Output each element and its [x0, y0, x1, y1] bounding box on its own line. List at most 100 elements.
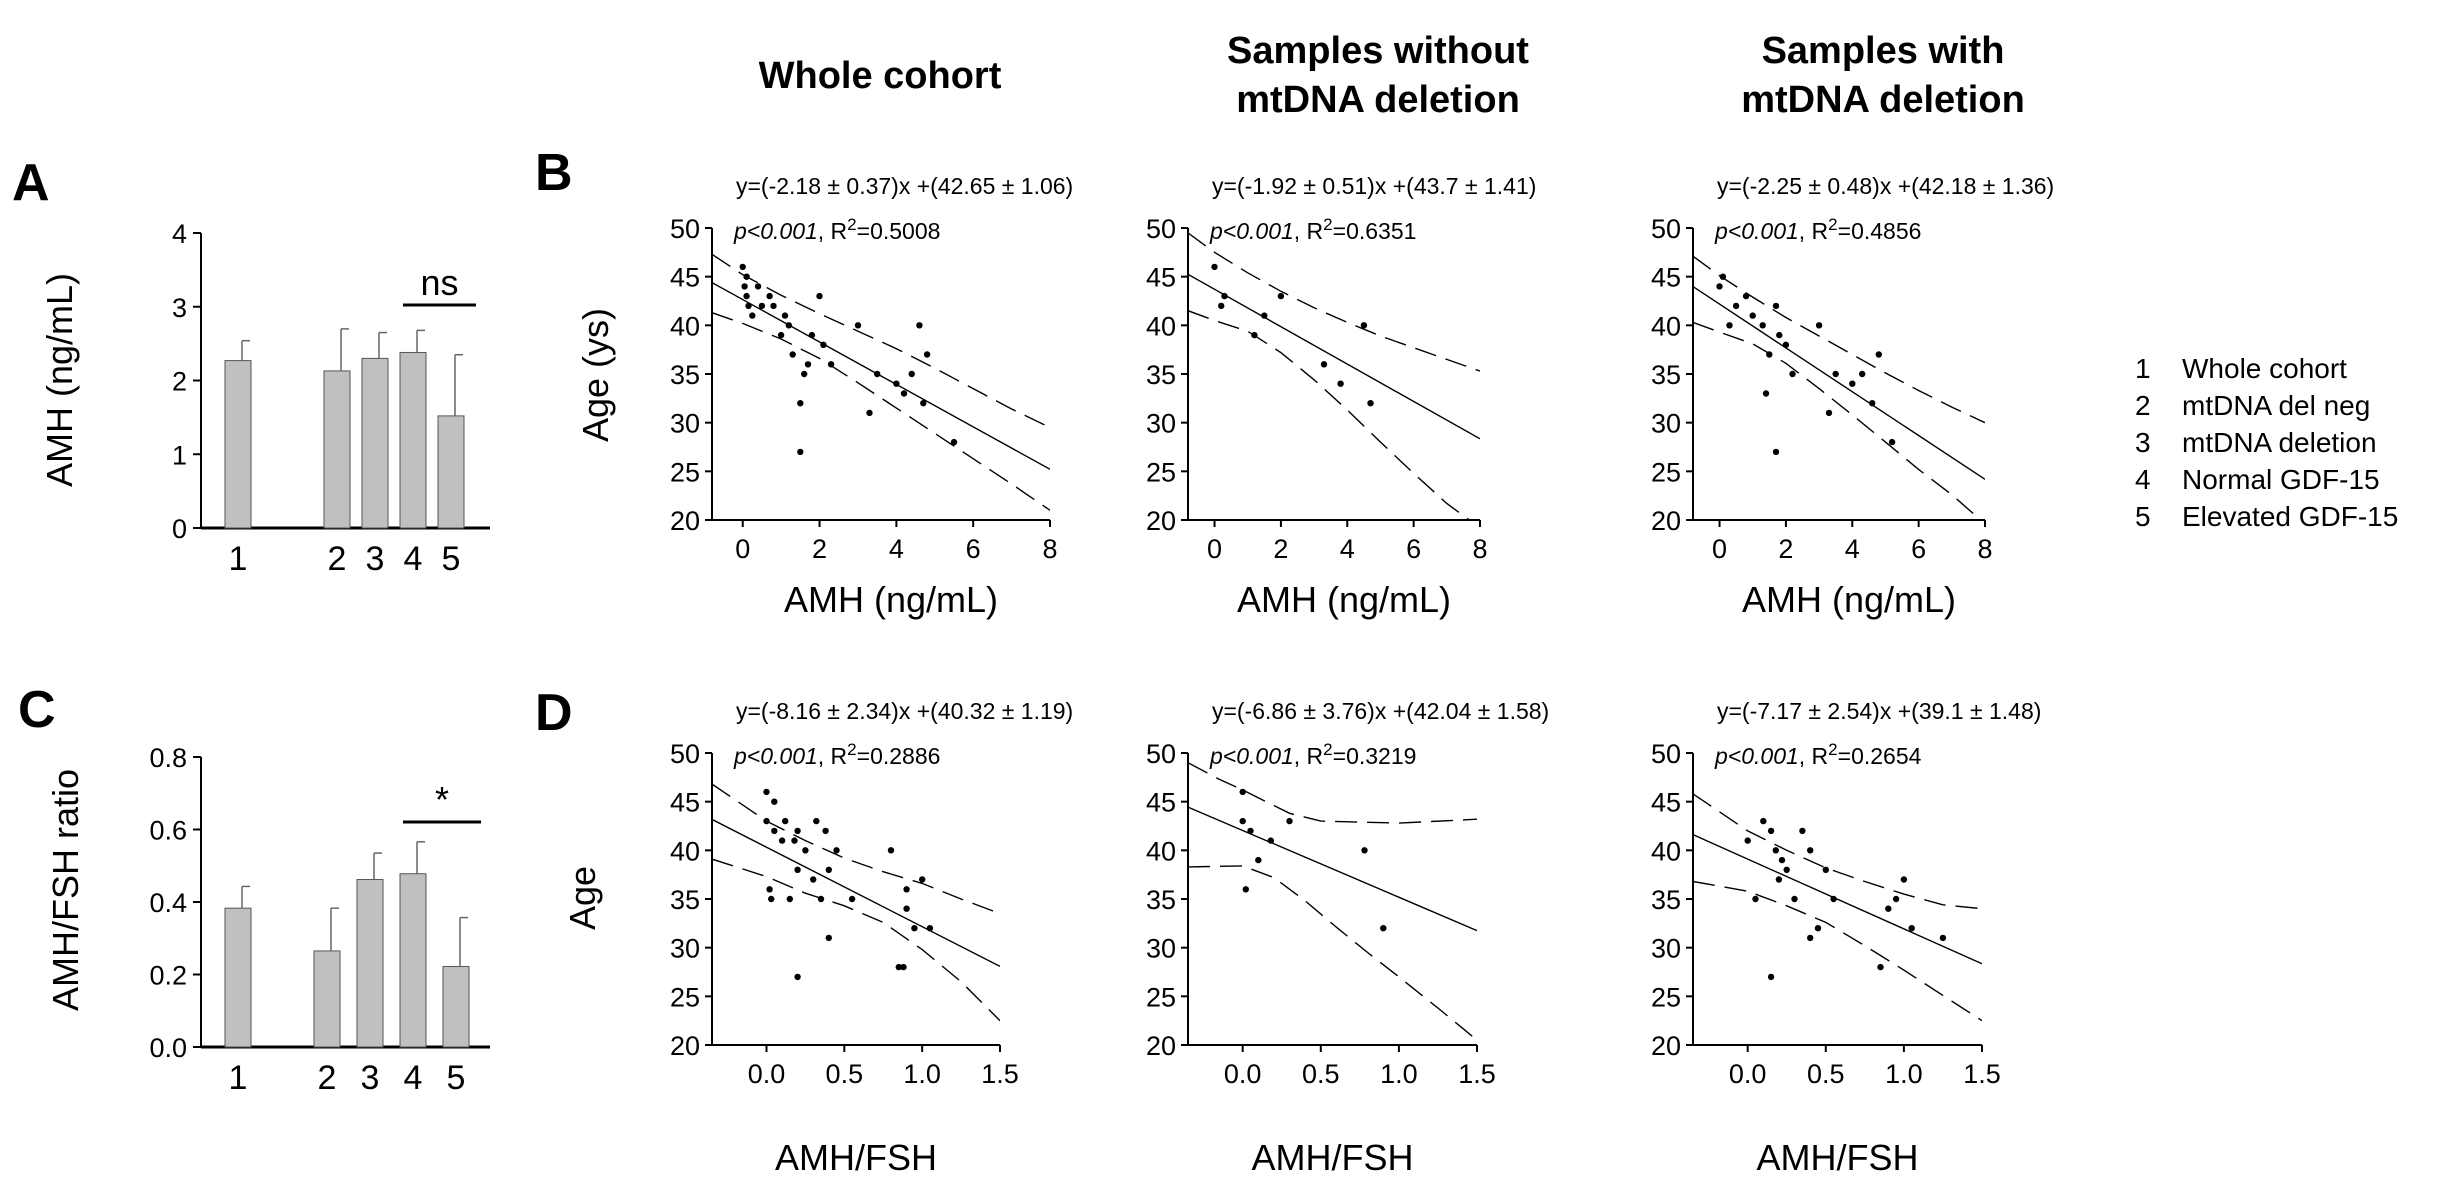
regression-equation: y=(-7.17 ± 2.54)x +(39.1 ± 1.48) [1717, 698, 2041, 724]
data-point [1830, 895, 1837, 903]
data-point [1267, 837, 1275, 844]
data-point [777, 331, 785, 339]
bar [399, 873, 427, 1048]
data-point [1742, 292, 1750, 300]
legend-num: 1 [2135, 353, 2151, 384]
data-point [1822, 866, 1830, 873]
data-point [825, 934, 832, 942]
y-tick-label: 35 [1146, 360, 1176, 390]
y-tick-label: 25 [1146, 982, 1176, 1012]
r2-superscript: 2 [847, 740, 856, 759]
data-point [1211, 263, 1218, 271]
legend-label: Normal GDF-15 [2182, 464, 2380, 495]
data-point [1832, 370, 1839, 378]
r2-value: =0.2654 [1838, 743, 1922, 769]
regression-line [712, 818, 1000, 967]
data-point [825, 866, 832, 873]
legend-num: 5 [2135, 501, 2151, 532]
data-point [808, 331, 816, 339]
x-tick-label: 0 [1207, 534, 1222, 564]
data-point [810, 876, 817, 883]
col-header-whole-cohort: Whole cohort [759, 55, 1002, 97]
data-point [743, 292, 750, 300]
y-tick-label: 50 [670, 739, 700, 769]
data-point [802, 847, 809, 854]
data-point [801, 370, 808, 378]
data-point [923, 351, 931, 358]
column-headers: Whole cohort Samples without mtDNA delet… [759, 30, 2025, 121]
data-point [1726, 322, 1733, 329]
x-axis-title: AMH (ng/mL) [1742, 579, 1956, 620]
significance-label: ns [420, 262, 458, 303]
data-point [1778, 856, 1786, 864]
y-tick-label: 30 [670, 409, 700, 439]
data-point [785, 322, 792, 329]
data-point [908, 370, 915, 378]
r2-prefix: , R [818, 743, 847, 769]
data-point [778, 837, 786, 844]
y-tick-label: 20 [1146, 506, 1176, 536]
data-point [919, 876, 926, 883]
y-axis-title: Age [562, 866, 603, 930]
data-point [816, 292, 823, 300]
data-point [1762, 390, 1770, 397]
data-point [1892, 895, 1900, 903]
x-tick-label: 0.5 [1302, 1059, 1340, 1089]
data-point [1749, 312, 1756, 319]
y-tick-label: 25 [1651, 982, 1681, 1012]
y-tick-label: 45 [1146, 263, 1176, 293]
x-axis-title: AMH/FSH [1252, 1137, 1414, 1178]
x-tick-label: 1.0 [1380, 1059, 1418, 1089]
data-point [1772, 847, 1780, 854]
category-label: 5 [447, 1059, 466, 1097]
category-label: 2 [328, 540, 347, 578]
panel-c-bar-chart: 0.0 0.2 0.4 0.6 0.8 1 2 3 4 5 * AMH/FSH ratio [45, 743, 490, 1097]
category-label: 3 [361, 1059, 380, 1097]
x-tick-label: 8 [1977, 534, 1992, 564]
bar [323, 370, 351, 529]
data-point [797, 448, 804, 456]
data-point [1877, 963, 1884, 971]
panel-d-whole-cohort: 20 25 30 35 40 45 50 0.0 0.5 1.0 1.5 y=(-8.16 ± 2.3… [562, 698, 1073, 1178]
x-tick-label: 2 [1778, 534, 1793, 564]
data-point [749, 312, 756, 319]
data-point [1849, 380, 1856, 387]
y-tick-label: 35 [1651, 360, 1681, 390]
data-point [911, 925, 918, 932]
data-point [786, 895, 793, 903]
x-tick-label: 1.0 [903, 1059, 941, 1089]
data-point [1825, 409, 1833, 417]
p-value: p<0.001 [1209, 218, 1294, 244]
x-axis-title: AMH/FSH [775, 1137, 937, 1178]
y-tick-label: 25 [1146, 457, 1176, 487]
data-point [791, 837, 798, 844]
data-point [1869, 400, 1876, 407]
data-point [1782, 341, 1790, 348]
r2-prefix: , R [1799, 743, 1828, 769]
y-tick-label: 50 [670, 214, 700, 244]
legend-num: 2 [2135, 390, 2151, 421]
data-point [794, 866, 801, 873]
x-tick-label: 0.5 [826, 1059, 864, 1089]
data-point [1772, 302, 1780, 310]
panel-d-without-deletion: 20 25 30 35 40 45 50 0.0 0.5 1.0 1.5 y=(-6.86 ± 3.7… [1146, 698, 1549, 1178]
data-point [771, 827, 778, 835]
y-tick-label: 40 [670, 836, 700, 866]
y-tick-label: 40 [670, 311, 700, 341]
y-tick-label: 0.2 [149, 961, 187, 991]
confidence-band-upper [1693, 255, 1985, 424]
data-point [1251, 331, 1258, 339]
bar [442, 966, 470, 1048]
x-tick-label: 1.5 [1458, 1059, 1496, 1089]
p-value: p<0.001 [1714, 743, 1799, 769]
r2-superscript: 2 [1828, 215, 1837, 234]
data-point [920, 400, 927, 407]
data-point [1759, 322, 1766, 329]
data-point [833, 847, 840, 854]
data-point [763, 817, 770, 825]
data-point [820, 341, 827, 348]
p-value: p<0.001 [1209, 743, 1294, 769]
y-tick-label: 40 [1146, 836, 1176, 866]
confidence-band-lower [712, 858, 1000, 1022]
